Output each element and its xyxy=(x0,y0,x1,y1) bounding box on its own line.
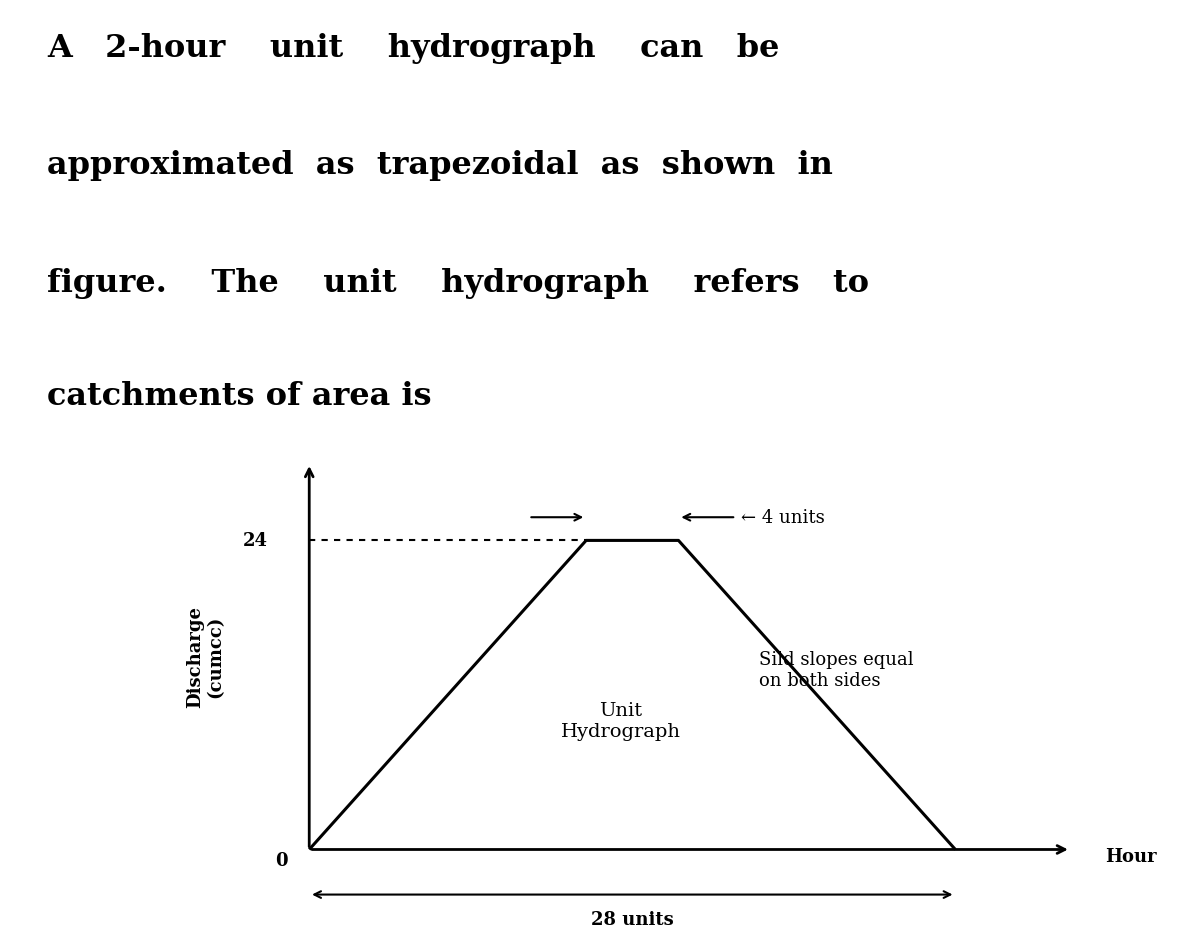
Text: 24: 24 xyxy=(242,532,268,550)
Text: Hour: Hour xyxy=(1105,847,1157,865)
Text: 28 units: 28 units xyxy=(590,910,673,928)
Text: Unit
Hydrograph: Unit Hydrograph xyxy=(560,702,680,741)
Text: approximated  as  trapezoidal  as  shown  in: approximated as trapezoidal as shown in xyxy=(48,150,833,181)
Text: figure.    The    unit    hydrograph    refers   to: figure. The unit hydrograph refers to xyxy=(48,268,869,298)
Text: ← 4 units: ← 4 units xyxy=(740,508,824,526)
Text: Discharge
(cumcc): Discharge (cumcc) xyxy=(186,605,224,707)
Text: 0: 0 xyxy=(275,851,288,869)
Text: Sild slopes equal
on both sides: Sild slopes equal on both sides xyxy=(760,650,914,689)
Text: catchments of area is: catchments of area is xyxy=(48,381,432,411)
Text: A   2-hour    unit    hydrograph    can   be: A 2-hour unit hydrograph can be xyxy=(48,33,780,64)
